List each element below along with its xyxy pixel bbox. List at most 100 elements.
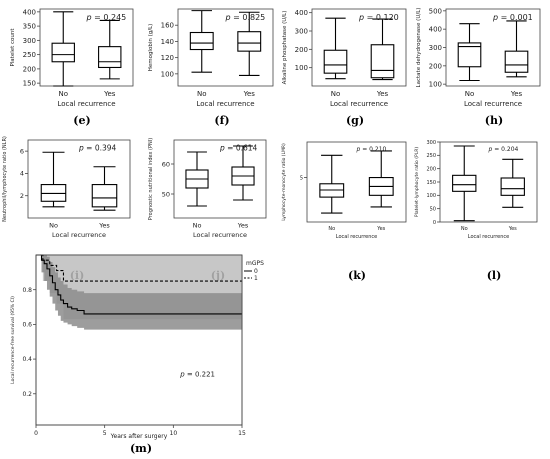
x-tick-label: No xyxy=(58,90,68,98)
box-yes xyxy=(370,18,395,81)
y-tick-label: 0.8 xyxy=(22,287,32,294)
panel-j: 50 60 Prognostic nutritional index (PNI) No… xyxy=(148,138,267,282)
p-value-annotation: p = 0.394 xyxy=(78,144,117,153)
p-value-annotation: p = 0.001 xyxy=(492,13,533,22)
x-tick-label: 0 xyxy=(34,430,38,437)
y-tick-label: 200 xyxy=(426,166,436,172)
x-axis-label: Local recurrence xyxy=(464,100,522,108)
panel-f: 100 120 140 160 Hemoglobin (g/L) No Yes Local r… xyxy=(148,8,274,127)
iqr-box xyxy=(51,42,75,63)
p-value-annotation: p = 0.221 xyxy=(179,370,215,378)
iqr-box xyxy=(504,50,529,73)
x-tick-label: Yes xyxy=(510,90,523,98)
y-tick-label: 200 xyxy=(429,62,442,70)
panel-letter: (l) xyxy=(487,269,502,282)
panel-k: 5 Lymphocyte-monocyte ratio (LMR) No Yes Loc… xyxy=(281,141,407,282)
y-tick-label: 300 xyxy=(429,44,442,52)
box-yes xyxy=(237,11,262,77)
y-tick-label: 400 xyxy=(23,8,36,16)
x-axis-label: Local recurrence xyxy=(57,100,115,108)
box-no xyxy=(452,145,477,222)
x-tick-label: No xyxy=(197,90,207,98)
y-tick-label: 200 xyxy=(295,46,308,54)
iqr-box xyxy=(370,44,395,79)
y-axis-label: Hemoglobin (g/L) xyxy=(148,24,154,72)
panel-h: 100 200 300 400 500 Lactate dehydrogenase (U/… xyxy=(416,7,541,127)
survival-line-mgps-0 xyxy=(36,254,242,315)
iqr-box xyxy=(237,31,262,52)
plot-frame xyxy=(311,8,407,87)
box-no xyxy=(51,11,75,87)
box-yes xyxy=(500,158,525,208)
plot-frame xyxy=(173,139,267,219)
y-tick-label: 160 xyxy=(161,22,174,30)
panel-letter: (k) xyxy=(348,269,366,282)
x-tick-label: 10 xyxy=(170,430,178,437)
y-tick-label: 60 xyxy=(162,160,170,168)
x-tick-label: No xyxy=(193,222,202,230)
iqr-box xyxy=(500,177,525,196)
y-tick-label: 150 xyxy=(426,180,436,186)
y-tick-label: 100 xyxy=(429,81,442,89)
x-tick-label: Yes xyxy=(243,90,256,98)
p-value-annotation: p = 0.204 xyxy=(488,146,519,153)
x-axis-label: Local recurrence xyxy=(336,234,377,240)
plot-frame xyxy=(306,141,407,223)
plot-frame-top xyxy=(35,254,243,426)
ci-band-mgps-0 xyxy=(36,255,242,330)
iqr-box xyxy=(40,184,67,202)
x-axis-label: Local recurrence xyxy=(52,231,106,239)
y-axis-label: Local recurrence-free survival (95% CI) xyxy=(10,296,16,384)
x-tick-label: 5 xyxy=(103,430,107,437)
x-tick-label: No xyxy=(49,222,58,230)
p-value-annotation: p = 0.120 xyxy=(358,13,399,22)
box-yes xyxy=(504,20,529,78)
y-tick-label: 300 xyxy=(426,140,436,146)
y-tick-label: 0.2 xyxy=(22,391,32,398)
y-tick-label: 5 xyxy=(300,175,303,181)
legend-label: 1 xyxy=(254,275,258,282)
x-tick-label: No xyxy=(465,90,475,98)
y-tick-label: 200 xyxy=(23,65,36,73)
y-tick-label: 100 xyxy=(161,70,174,78)
legend-label: 0 xyxy=(254,268,258,275)
y-axis-label: Lymphocyte-monocyte ratio (LMR) xyxy=(281,143,287,221)
iqr-box xyxy=(452,174,477,192)
y-tick-label: 120 xyxy=(161,54,174,62)
x-axis-label: Local recurrence xyxy=(196,100,254,108)
x-axis-label: Local recurrence xyxy=(330,100,388,108)
box-yes xyxy=(231,145,255,201)
y-tick-label: 2 xyxy=(20,192,24,200)
iqr-box xyxy=(189,31,214,51)
p-value-annotation: p = 0.825 xyxy=(225,13,266,22)
panel-letter: (f) xyxy=(214,114,229,127)
iqr-box xyxy=(98,46,122,69)
y-axis-label: Platelet-lymphocyte ratio (PLR) xyxy=(414,147,420,217)
y-tick-label: 100 xyxy=(295,64,308,72)
p-value-annotation: p = 0.614 xyxy=(219,144,258,153)
survival-line-mgps-1 xyxy=(36,254,242,282)
x-axis-label: Local recurrence xyxy=(193,231,247,239)
y-tick-label: 400 xyxy=(295,9,308,17)
y-axis-label: Lactate dehydrogenase (U/L) xyxy=(416,8,422,88)
y-axis-label: Neutrophil/lymphocyte ratio (NLR) xyxy=(2,136,8,222)
x-tick-label: Yes xyxy=(508,226,517,232)
plot-frame xyxy=(27,139,131,219)
x-tick-label: No xyxy=(331,90,341,98)
y-axis-label: Platelet count xyxy=(10,28,16,67)
p-value-annotation: p = 0.245 xyxy=(86,13,127,22)
legend-title: mGPS xyxy=(246,260,264,267)
y-axis-label: Alkaline phosphatase (U/L) xyxy=(282,11,288,85)
x-tick-label: Yes xyxy=(103,90,116,98)
x-tick-label: Yes xyxy=(237,222,249,230)
box-no xyxy=(457,23,482,82)
box-no xyxy=(319,154,345,214)
y-tick-label: 300 xyxy=(23,37,36,45)
y-tick-label: 100 xyxy=(426,193,436,199)
panel-letter: (e) xyxy=(73,114,90,127)
plot-frame xyxy=(177,8,274,87)
box-no xyxy=(185,151,209,207)
panel-g: 100 200 300 400 Alkaline phosphatase (U/L) No… xyxy=(282,8,407,127)
iqr-box xyxy=(457,42,482,68)
y-tick-label: 400 xyxy=(429,26,442,34)
